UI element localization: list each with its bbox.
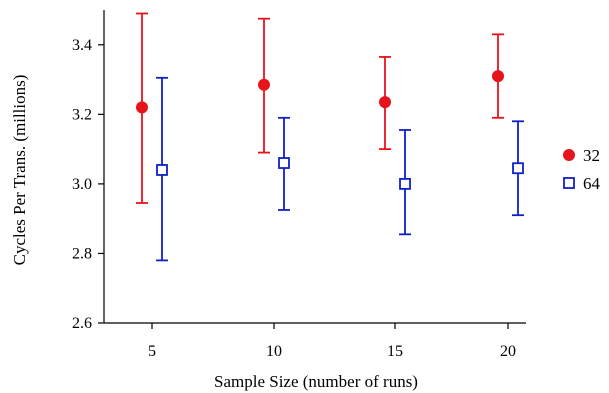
data-point <box>399 177 411 190</box>
x-tick-label: 5 <box>148 343 156 360</box>
data-point <box>136 101 148 114</box>
x-tick-label: 15 <box>387 343 403 360</box>
x-tick-label: 10 <box>266 343 282 360</box>
y-tick-label: 3.4 <box>72 37 92 54</box>
data-point <box>512 162 524 175</box>
y-ticks: 2.6 2.8 3.0 3.2 3.4 <box>72 37 104 332</box>
y-tick-label: 3.0 <box>72 176 92 193</box>
series-64 <box>156 76 524 262</box>
data-point <box>156 164 168 176</box>
data-point <box>278 157 290 169</box>
y-tick-label: 2.6 <box>72 315 92 332</box>
legend-label: 64 <box>583 174 601 193</box>
data-point <box>379 96 391 109</box>
data-point <box>258 78 270 91</box>
series-32 <box>136 12 504 204</box>
y-tick-label: 2.8 <box>72 245 92 262</box>
data-marks <box>136 12 524 262</box>
legend-marker <box>563 177 575 189</box>
x-tick-label: 20 <box>500 343 516 360</box>
legend-marker <box>563 149 575 161</box>
axes <box>103 10 526 324</box>
y-axis-title: Cycles Per Trans. (millions) <box>10 75 29 266</box>
data-point <box>492 70 504 83</box>
x-ticks: 5 10 15 20 <box>148 323 516 360</box>
y-tick-label: 3.2 <box>72 106 92 123</box>
legend-label: 32 <box>583 146 600 165</box>
x-axis-title: Sample Size (number of runs) <box>214 372 418 391</box>
